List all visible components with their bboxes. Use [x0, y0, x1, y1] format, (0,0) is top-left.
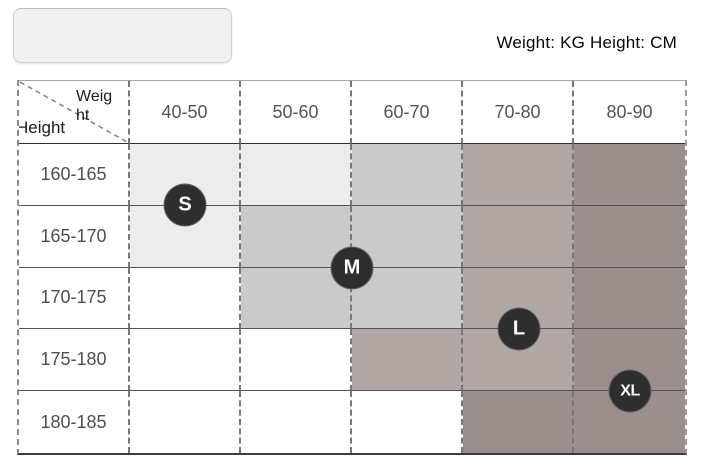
height-label-cell: 170-175 — [19, 267, 130, 330]
units-note: Weight: KG Height: CM — [496, 33, 677, 52]
size-cell — [130, 329, 241, 392]
weight-header-cell: 80-90 — [574, 81, 685, 144]
size-cell — [463, 205, 574, 268]
size-cell — [130, 267, 241, 330]
corner-weight-label: Weight — [76, 88, 113, 124]
size-cell — [352, 391, 463, 453]
weight-header-cell: 50-60 — [241, 81, 352, 144]
top-left-button[interactable] — [13, 8, 232, 63]
size-badge-l: L — [497, 307, 541, 351]
size-cell — [574, 267, 685, 330]
height-label-cell: 165-170 — [19, 205, 130, 268]
height-label-cell: 180-185 — [19, 391, 130, 453]
size-badge-xl: XL — [608, 369, 652, 413]
size-cell — [352, 329, 463, 392]
size-cell — [574, 144, 685, 206]
size-table: Weight Height 40-50 50-60 60-70 70-80 80-90 1… — [17, 80, 687, 455]
height-label-cell: 160-165 — [19, 144, 130, 206]
size-cell — [241, 329, 352, 392]
weight-header-cell: 70-80 — [463, 81, 574, 144]
height-label-cell: 175-180 — [19, 329, 130, 392]
size-cell — [241, 267, 352, 330]
size-cell — [130, 391, 241, 453]
size-badge-s: S — [163, 183, 207, 227]
size-badge-m: M — [330, 246, 374, 290]
corner-height-label: Height — [19, 118, 66, 137]
weight-header-cell: 60-70 — [352, 81, 463, 144]
size-cell — [463, 144, 574, 206]
size-cell — [241, 391, 352, 453]
size-cell — [463, 391, 574, 453]
size-cell — [352, 144, 463, 206]
corner-header-cell: Weight Height — [19, 81, 130, 144]
size-cell — [574, 205, 685, 268]
diagonal-divider-line — [19, 81, 128, 143]
size-cell — [241, 144, 352, 206]
weight-header-cell: 40-50 — [130, 81, 241, 144]
